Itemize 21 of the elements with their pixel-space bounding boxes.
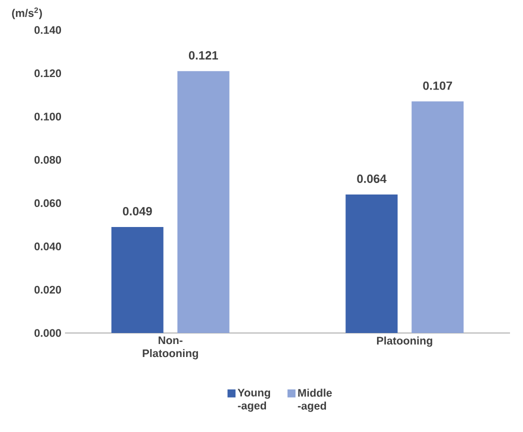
data-label: 0.049 [122, 206, 152, 216]
bar [177, 71, 230, 333]
x-tick-label: Platooning [377, 336, 432, 347]
y-tick-label: 0.140 [34, 26, 62, 34]
y-tick-label: 0.080 [34, 156, 62, 164]
y-tick-label: 0.100 [34, 112, 62, 120]
bar [111, 226, 164, 333]
y-tick-label: 0.020 [34, 286, 62, 294]
y-tick-label: 0.060 [34, 199, 62, 208]
y-tick-label: 0.040 [34, 242, 62, 250]
y-tick-label: 0.120 [34, 69, 62, 78]
legend-label: Young -aged [238, 388, 270, 412]
y-tick-label: 0.000 [34, 329, 62, 337]
legend-label: Middle -aged [298, 388, 332, 412]
bar [412, 101, 464, 333]
data-label: 0.107 [423, 81, 452, 90]
data-label: 0.121 [188, 51, 218, 60]
x-tick-label: Non-Platooning [142, 336, 198, 360]
data-label: 0.064 [357, 174, 386, 183]
bar [346, 194, 398, 333]
y-axis-title: (m/s$^{2}$) [12, 8, 42, 20]
